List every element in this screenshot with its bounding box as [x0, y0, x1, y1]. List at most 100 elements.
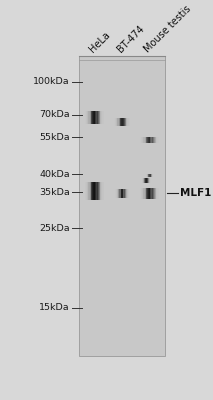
Bar — [96, 182, 97, 200]
Bar — [149, 178, 150, 183]
Bar — [93, 111, 94, 124]
Bar — [148, 174, 149, 177]
Bar — [118, 118, 119, 126]
Bar — [149, 174, 150, 177]
Bar — [147, 174, 148, 177]
Bar — [116, 118, 117, 126]
Bar — [153, 137, 154, 143]
Bar — [143, 178, 144, 183]
Bar — [147, 188, 148, 198]
Bar — [103, 182, 104, 200]
Bar — [79, 56, 165, 356]
Bar — [152, 174, 153, 177]
Bar — [143, 137, 144, 143]
Bar — [153, 137, 154, 143]
Bar — [127, 118, 128, 126]
Bar — [147, 174, 148, 177]
Bar — [96, 111, 97, 124]
Bar — [148, 174, 149, 177]
Bar — [148, 188, 149, 198]
Bar — [86, 111, 87, 124]
Bar — [99, 111, 100, 124]
Bar — [88, 111, 89, 124]
Bar — [148, 178, 149, 183]
Bar — [119, 118, 120, 126]
Bar — [154, 188, 155, 198]
Bar — [149, 174, 150, 177]
Bar — [98, 111, 99, 124]
Bar — [100, 111, 101, 124]
Bar — [119, 190, 120, 198]
Bar — [149, 188, 150, 198]
Bar — [140, 188, 141, 198]
Bar — [124, 190, 125, 198]
Bar — [151, 137, 152, 143]
Bar — [140, 137, 141, 143]
Bar — [149, 137, 150, 143]
Bar — [96, 182, 97, 200]
Bar — [125, 118, 126, 126]
Text: 35kDa: 35kDa — [39, 188, 70, 197]
Bar — [94, 111, 95, 124]
Bar — [96, 111, 97, 124]
Bar — [89, 182, 90, 200]
Bar — [147, 174, 148, 177]
Bar — [148, 137, 149, 143]
Bar — [99, 182, 100, 200]
Bar — [120, 190, 121, 198]
Bar — [121, 190, 122, 198]
Text: MLF1: MLF1 — [180, 188, 212, 198]
Bar — [142, 178, 143, 183]
Bar — [141, 188, 142, 198]
Bar — [92, 111, 93, 124]
Bar — [123, 190, 124, 198]
Bar — [151, 174, 152, 177]
Bar — [124, 190, 125, 198]
Bar — [88, 111, 89, 124]
Bar — [117, 190, 118, 198]
Bar — [146, 178, 147, 183]
Bar — [147, 178, 148, 183]
Bar — [100, 182, 101, 200]
Bar — [118, 190, 119, 198]
Bar — [148, 188, 149, 198]
Bar — [90, 111, 91, 124]
Bar — [129, 118, 130, 126]
Bar — [126, 118, 127, 126]
Bar — [86, 182, 87, 200]
Bar — [127, 190, 128, 198]
Text: 55kDa: 55kDa — [39, 132, 70, 142]
Bar — [124, 118, 125, 126]
Bar — [158, 188, 159, 198]
Bar — [150, 137, 151, 143]
Bar — [146, 174, 147, 177]
Bar — [95, 111, 96, 124]
Bar — [144, 178, 145, 183]
Bar — [126, 190, 127, 198]
Bar — [121, 190, 122, 198]
Bar — [157, 188, 158, 198]
Bar — [87, 111, 88, 124]
Bar — [156, 137, 157, 143]
Bar — [149, 178, 150, 183]
Bar — [143, 188, 144, 198]
Bar — [145, 188, 146, 198]
Bar — [92, 111, 93, 124]
Bar — [101, 111, 102, 124]
Bar — [150, 174, 151, 177]
Bar — [88, 182, 89, 200]
Bar — [117, 118, 118, 126]
Bar — [102, 111, 103, 124]
Bar — [145, 178, 146, 183]
Bar — [127, 190, 128, 198]
Bar — [115, 118, 116, 126]
Bar — [151, 188, 152, 198]
Bar — [91, 111, 92, 124]
Bar — [85, 111, 86, 124]
Bar — [145, 137, 146, 143]
Bar — [147, 178, 148, 183]
Bar — [151, 174, 152, 177]
Text: 25kDa: 25kDa — [39, 224, 70, 233]
Bar — [115, 190, 116, 198]
Bar — [148, 178, 149, 183]
